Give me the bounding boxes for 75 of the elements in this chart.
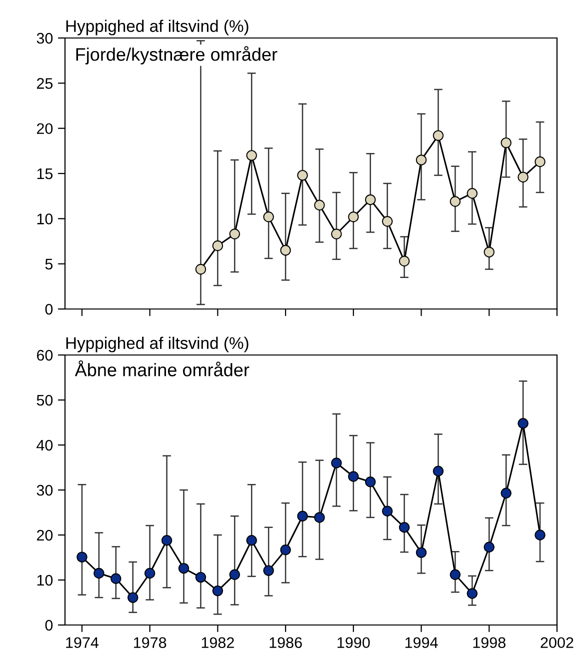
y-tick-label: 0 xyxy=(45,304,53,315)
point xyxy=(331,228,342,240)
point xyxy=(365,194,376,206)
point xyxy=(128,592,138,603)
point xyxy=(76,552,88,562)
point xyxy=(263,565,274,576)
y-axis-title: Hyppighed af iltsvind (%) xyxy=(66,336,248,352)
point xyxy=(178,562,190,574)
point xyxy=(518,172,528,182)
x-tick-label: 1986 xyxy=(270,637,302,648)
point xyxy=(246,150,257,161)
point xyxy=(518,418,528,429)
point xyxy=(450,196,461,207)
point xyxy=(484,542,494,552)
point xyxy=(246,535,257,546)
point xyxy=(195,572,206,583)
point xyxy=(466,188,478,199)
point xyxy=(534,530,546,540)
y-tick-label: 30 xyxy=(36,484,53,496)
point xyxy=(382,216,393,227)
point xyxy=(280,244,291,256)
x-tick-label: 1974 xyxy=(66,637,99,648)
point xyxy=(348,212,359,222)
point xyxy=(212,585,224,596)
x-tick-label: 1998 xyxy=(473,637,506,648)
point xyxy=(161,535,172,546)
y-tick-label: 50 xyxy=(36,394,53,406)
y-tick-label: 5 xyxy=(45,258,53,270)
point xyxy=(398,256,410,266)
point xyxy=(314,200,325,210)
point xyxy=(534,156,546,168)
point xyxy=(331,458,342,468)
point xyxy=(297,510,308,522)
y-tick-label: 0 xyxy=(45,620,53,631)
annotation: Fjorde/kystnære områder xyxy=(76,46,278,64)
y-tick-label: 30 xyxy=(36,32,53,44)
y-axis-title: Hyppighed af iltsvind (%) xyxy=(66,20,248,36)
x-tick-label: 1994 xyxy=(405,637,438,648)
point xyxy=(484,246,494,258)
point xyxy=(500,488,512,498)
annotation: Åbne marine områder xyxy=(74,360,250,376)
x-tick-label: 1990 xyxy=(338,637,370,648)
point xyxy=(416,154,427,166)
point xyxy=(432,130,444,141)
x-tick-label: 1982 xyxy=(202,637,234,648)
point xyxy=(94,568,104,579)
point xyxy=(500,137,512,148)
point xyxy=(348,471,359,482)
point xyxy=(450,569,461,580)
point xyxy=(382,506,393,516)
y-tick-label: 20 xyxy=(36,123,53,134)
point xyxy=(110,573,122,584)
point xyxy=(466,588,478,599)
y-tick-label: 10 xyxy=(37,574,53,586)
point xyxy=(398,522,410,533)
point xyxy=(314,512,325,523)
point xyxy=(195,264,206,275)
x-tick-label: 1978 xyxy=(134,637,166,648)
x-tick-label: 2002 xyxy=(540,637,574,648)
y-tick-label: 25 xyxy=(36,78,53,89)
point xyxy=(432,466,444,476)
y-tick-label: 15 xyxy=(37,168,53,180)
point xyxy=(144,568,156,579)
y-tick-label: 20 xyxy=(36,530,53,541)
point xyxy=(212,240,224,252)
y-tick-label: 10 xyxy=(37,214,53,224)
point xyxy=(263,212,274,222)
point xyxy=(280,544,291,556)
y-tick-label: 60 xyxy=(36,350,53,361)
point xyxy=(297,170,308,181)
point xyxy=(365,476,376,488)
y-tick-label: 40 xyxy=(36,440,53,451)
point xyxy=(229,569,240,580)
point xyxy=(416,547,427,558)
point xyxy=(229,228,240,240)
